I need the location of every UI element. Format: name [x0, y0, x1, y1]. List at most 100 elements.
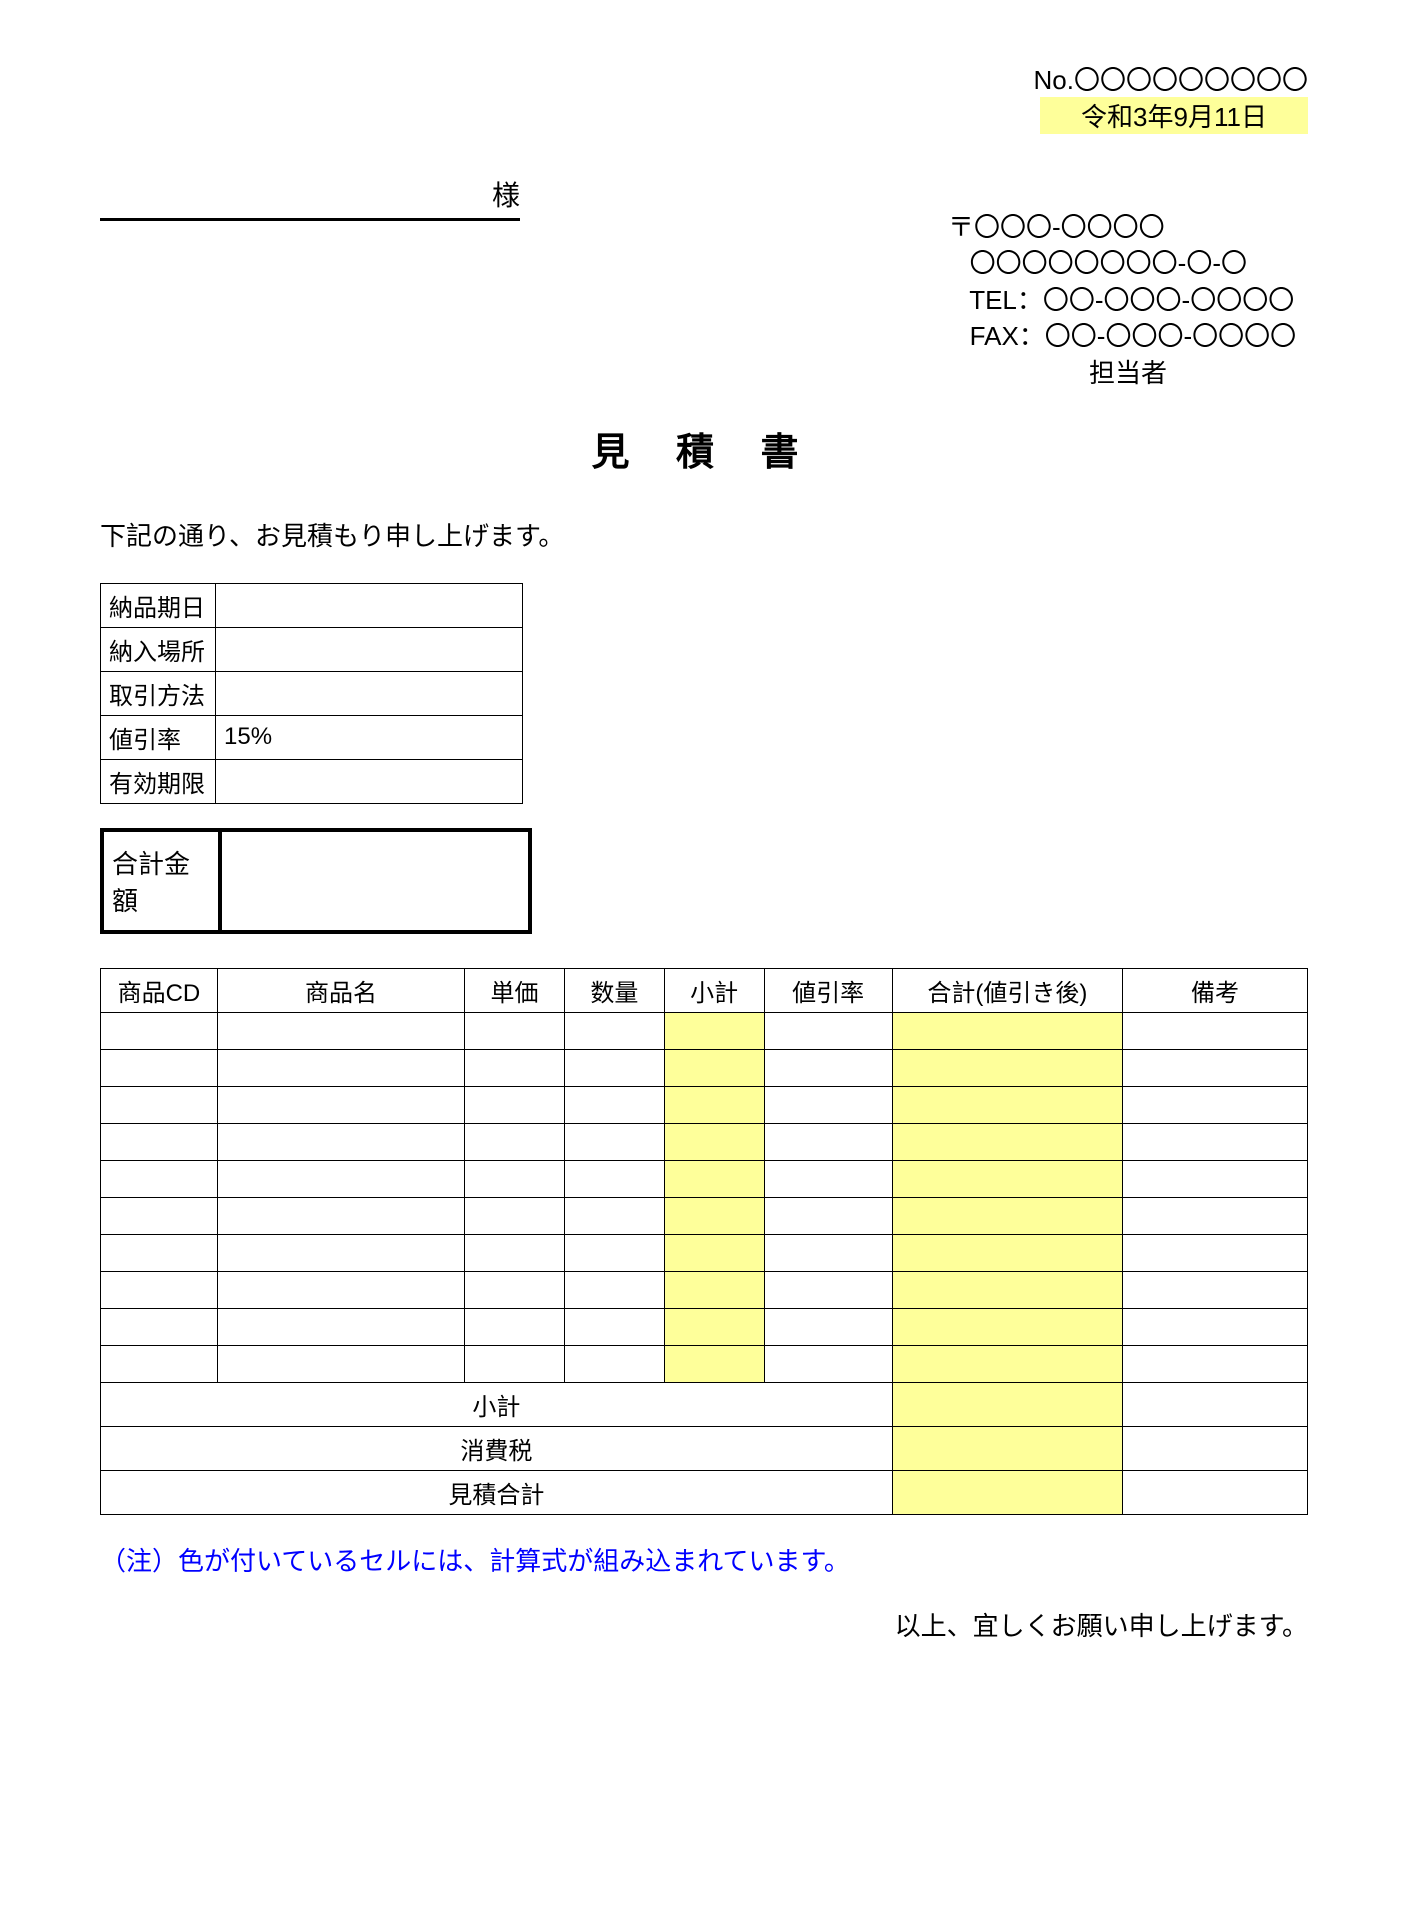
item-cell [217, 1234, 464, 1271]
item-cell [465, 1086, 565, 1123]
recipient-name-line: 様 [100, 174, 520, 221]
item-cell [1123, 1049, 1308, 1086]
item-cell [764, 1271, 892, 1308]
item-row [101, 1123, 1308, 1160]
item-cell [664, 1345, 764, 1382]
item-cell [1123, 1234, 1308, 1271]
item-cell [892, 1197, 1122, 1234]
total-label: 合計金額 [102, 830, 220, 932]
item-cell [217, 1123, 464, 1160]
item-cell [101, 1086, 218, 1123]
item-cell [892, 1086, 1122, 1123]
item-cell [465, 1160, 565, 1197]
summary-subtotal-row: 小計 [101, 1382, 1308, 1426]
summary-grandtotal-row: 見積合計 [101, 1470, 1308, 1514]
item-cell [465, 1049, 565, 1086]
terms-label: 納品期日 [101, 583, 216, 627]
header-cd: 商品CD [101, 968, 218, 1012]
item-cell [664, 1123, 764, 1160]
item-cell [101, 1012, 218, 1049]
item-cell [217, 1012, 464, 1049]
summary-grandtotal-note [1123, 1470, 1308, 1514]
terms-row: 取引方法 [101, 671, 523, 715]
item-cell [564, 1012, 664, 1049]
item-cell [664, 1271, 764, 1308]
total-amount-box: 合計金額 [100, 828, 532, 934]
terms-label: 有効期限 [101, 759, 216, 803]
item-cell [764, 1123, 892, 1160]
item-cell [764, 1160, 892, 1197]
item-cell [892, 1049, 1122, 1086]
item-row [101, 1271, 1308, 1308]
item-cell [217, 1271, 464, 1308]
item-cell [764, 1308, 892, 1345]
terms-value [216, 627, 523, 671]
item-cell [217, 1049, 464, 1086]
doc-date: 令和3年9月11日 [1040, 97, 1308, 134]
item-cell [465, 1012, 565, 1049]
item-cell [1123, 1160, 1308, 1197]
item-cell [217, 1160, 464, 1197]
item-cell [764, 1197, 892, 1234]
item-cell [892, 1308, 1122, 1345]
item-cell [217, 1197, 464, 1234]
item-cell [892, 1160, 1122, 1197]
header-block: No.〇〇〇〇〇〇〇〇〇 令和3年9月11日 [100, 60, 1308, 134]
item-cell [564, 1197, 664, 1234]
item-cell [1123, 1197, 1308, 1234]
item-row [101, 1049, 1308, 1086]
sender-contact: 担当者 [948, 355, 1308, 391]
summary-grandtotal-label: 見積合計 [101, 1470, 893, 1514]
item-cell [892, 1123, 1122, 1160]
item-cell [1123, 1308, 1308, 1345]
item-cell [764, 1086, 892, 1123]
item-cell [664, 1197, 764, 1234]
item-cell [1123, 1123, 1308, 1160]
item-cell [664, 1234, 764, 1271]
sender-fax: FAX：〇〇-〇〇〇-〇〇〇〇 [948, 318, 1308, 354]
items-header-row: 商品CD 商品名 単価 数量 小計 値引率 合計(値引き後) 備考 [101, 968, 1308, 1012]
terms-label: 取引方法 [101, 671, 216, 715]
item-cell [564, 1049, 664, 1086]
terms-label: 値引率 [101, 715, 216, 759]
item-cell [1123, 1345, 1308, 1382]
item-cell [764, 1012, 892, 1049]
summary-subtotal-label: 小計 [101, 1382, 893, 1426]
item-cell [892, 1271, 1122, 1308]
item-row [101, 1160, 1308, 1197]
recipient-suffix: 様 [492, 180, 520, 211]
item-row [101, 1308, 1308, 1345]
item-row [101, 1012, 1308, 1049]
item-cell [564, 1160, 664, 1197]
document-title: 見 積 書 [100, 421, 1308, 476]
item-cell [101, 1197, 218, 1234]
item-cell [664, 1012, 764, 1049]
total-value [220, 830, 530, 932]
item-cell [1123, 1012, 1308, 1049]
header-subtotal: 小計 [664, 968, 764, 1012]
terms-row: 納品期日 [101, 583, 523, 627]
summary-subtotal-value [892, 1382, 1122, 1426]
greeting-text: 下記の通り、お見積もり申し上げます。 [100, 516, 1308, 553]
item-cell [101, 1271, 218, 1308]
formula-note: （注）色が付いているセルには、計算式が組み込まれています。 [100, 1541, 1308, 1578]
item-row [101, 1234, 1308, 1271]
header-name: 商品名 [217, 968, 464, 1012]
item-cell [465, 1308, 565, 1345]
item-cell [664, 1086, 764, 1123]
terms-value [216, 759, 523, 803]
item-cell [465, 1271, 565, 1308]
terms-table: 納品期日納入場所取引方法値引率15%有効期限 [100, 583, 523, 804]
item-row [101, 1086, 1308, 1123]
item-cell [564, 1123, 664, 1160]
item-cell [664, 1308, 764, 1345]
item-cell [764, 1345, 892, 1382]
terms-row: 納入場所 [101, 627, 523, 671]
item-cell [564, 1345, 664, 1382]
item-cell [465, 1123, 565, 1160]
header-qty: 数量 [564, 968, 664, 1012]
item-cell [101, 1345, 218, 1382]
item-cell [101, 1234, 218, 1271]
terms-row: 有効期限 [101, 759, 523, 803]
closing-text: 以上、宜しくお願い申し上げます。 [100, 1606, 1308, 1643]
